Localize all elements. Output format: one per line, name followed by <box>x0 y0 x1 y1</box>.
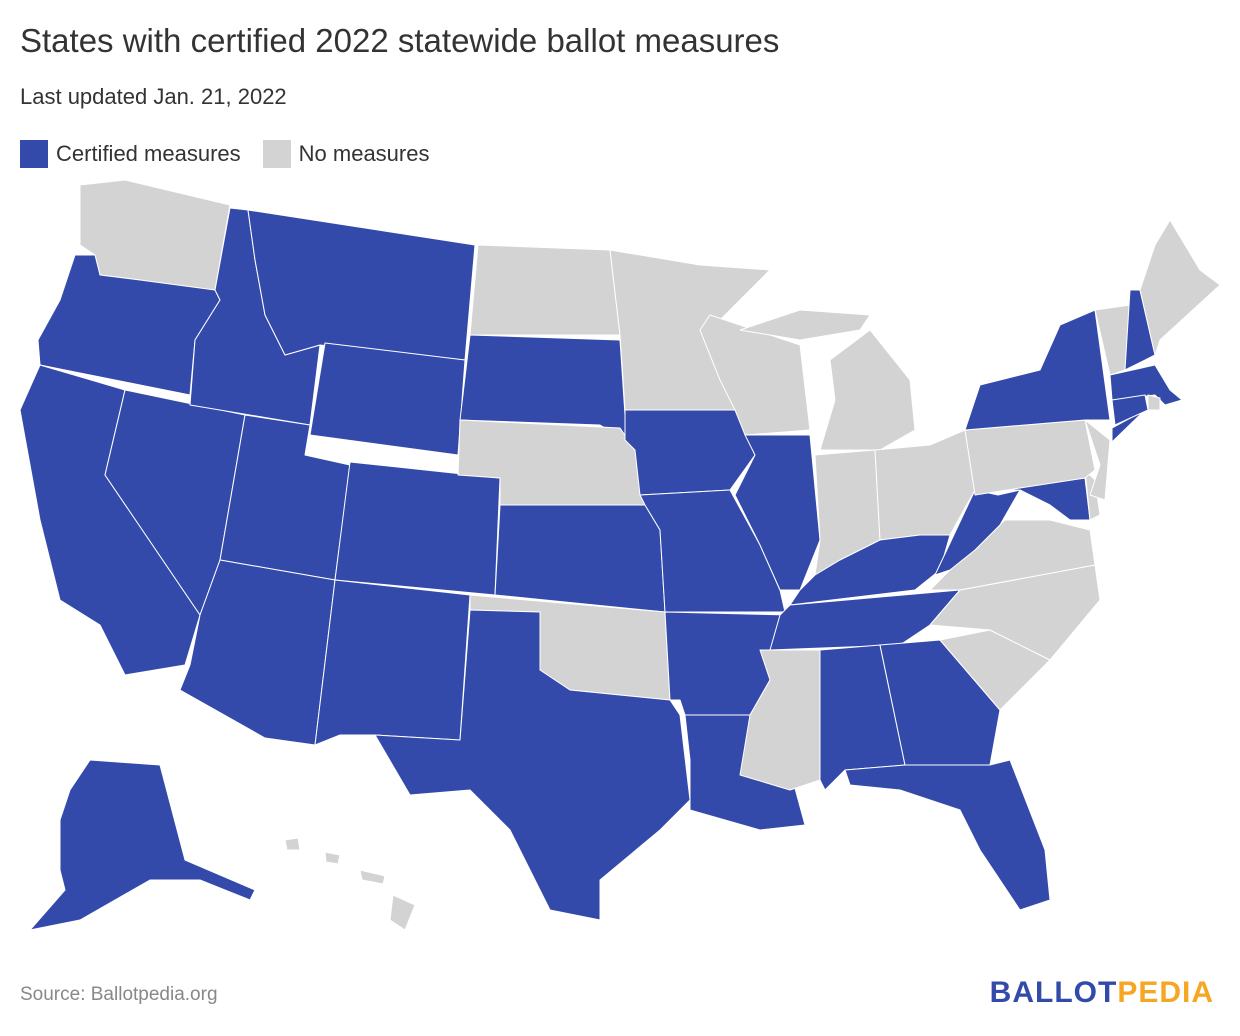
ballotpedia-logo: BALLOTPEDIA <box>990 976 1214 1010</box>
state-wy[interactable] <box>309 342 466 456</box>
legend-swatch-none <box>262 140 291 168</box>
state-ny[interactable] <box>964 309 1111 431</box>
state-fl[interactable] <box>844 759 1051 911</box>
state-hi[interactable] <box>284 837 301 851</box>
last-updated: Last updated Jan. 21, 2022 <box>20 84 287 109</box>
state-hi[interactable] <box>389 894 416 931</box>
state-ks[interactable] <box>494 504 666 613</box>
state-nm[interactable] <box>314 579 471 746</box>
state-hi[interactable] <box>359 869 386 885</box>
legend-item-none: No measures <box>262 140 430 168</box>
state-wi[interactable] <box>699 314 811 436</box>
state-ri[interactable] <box>1147 394 1161 411</box>
state-mi[interactable] <box>819 329 916 451</box>
legend: Certified measures No measures <box>20 140 451 168</box>
legend-swatch-certified <box>20 140 48 168</box>
state-wa[interactable] <box>79 179 231 291</box>
state-ky[interactable] <box>789 534 951 606</box>
state-nj[interactable] <box>1084 419 1111 501</box>
legend-item-certified: Certified measures <box>20 140 241 168</box>
logo-part-pedia: PEDIA <box>1117 976 1214 1009</box>
legend-label: Certified measures <box>56 141 241 166</box>
state-tx[interactable] <box>374 609 691 921</box>
state-ga[interactable] <box>879 639 1001 766</box>
logo-part-ballot: BALLOT <box>989 976 1118 1009</box>
state-ak[interactable] <box>29 759 256 931</box>
state-hi[interactable] <box>324 851 341 865</box>
state-il[interactable] <box>734 434 821 591</box>
state-ia[interactable] <box>624 409 756 496</box>
state-mi[interactable] <box>739 309 871 341</box>
chart-title: States with certified 2022 statewide bal… <box>20 22 780 59</box>
state-mt[interactable] <box>247 209 476 361</box>
state-co[interactable] <box>334 461 501 596</box>
state-me[interactable] <box>1139 219 1221 356</box>
legend-label: No measures <box>298 141 430 166</box>
state-nd[interactable] <box>469 244 621 336</box>
source-note: Source: Ballotpedia.org <box>20 984 218 1005</box>
